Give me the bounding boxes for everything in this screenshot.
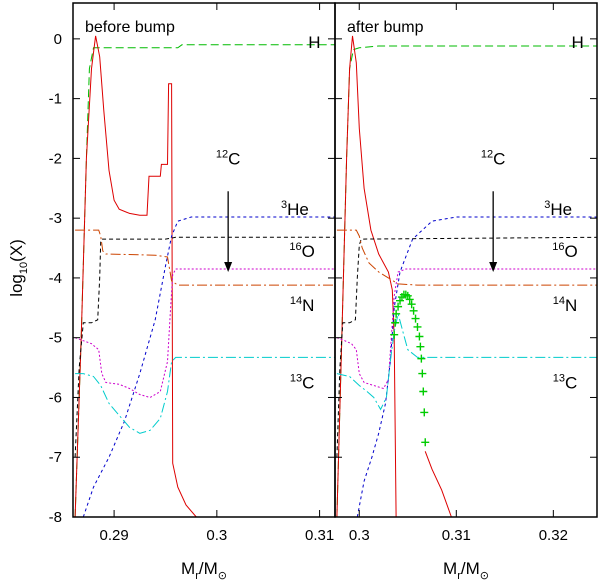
series-3he-line <box>82 216 335 517</box>
x-tick-label: 0.3 <box>206 527 227 544</box>
bump-point <box>417 354 426 363</box>
x-tick-label: 0.31 <box>305 527 334 544</box>
label-12c: 12C <box>481 148 506 168</box>
label-3he: 3He <box>544 199 572 219</box>
series-12c-line <box>336 35 397 517</box>
arrow-12c-head <box>489 261 498 272</box>
series-16o-line <box>336 236 597 458</box>
label-h: H <box>571 33 583 52</box>
bump-point <box>411 314 420 323</box>
panel-frame <box>334 2 598 518</box>
x-axis-label: Mr/M⊙ <box>181 559 227 581</box>
x-tick-label: 0.32 <box>539 527 568 544</box>
bump-point <box>420 408 429 417</box>
series-16o-line <box>74 236 335 458</box>
y-axis: 0 -1 -2 -3 -4 -5 -6 -7 -8 <box>49 31 597 526</box>
y-tick-label: -3 <box>49 210 62 227</box>
series-h-line <box>74 44 335 517</box>
series-bump <box>390 290 430 447</box>
bump-point <box>396 296 405 305</box>
label-16o: 16O <box>289 241 314 261</box>
series-3he-line <box>356 216 597 517</box>
panel-title: before bump <box>85 19 175 36</box>
bump-point <box>403 291 412 300</box>
series-14n-line <box>75 229 335 286</box>
label-13c: 13C <box>290 373 315 393</box>
y-tick-label: -5 <box>49 330 62 347</box>
panel-title: after bump <box>347 19 424 36</box>
y-tick-label: -2 <box>49 150 62 167</box>
series-inner-pink-line <box>74 268 335 399</box>
bump-point <box>392 309 401 318</box>
bump-point <box>407 300 416 309</box>
label-12c: 12C <box>216 148 241 168</box>
bump-point <box>405 295 414 304</box>
arrow-12c-head <box>224 261 233 272</box>
y-tick-label: -7 <box>49 449 62 466</box>
y-tick-label: 0 <box>54 31 62 48</box>
bump-point <box>390 330 399 339</box>
y-tick-label: -8 <box>49 509 62 526</box>
label-14n: 14N <box>290 295 315 315</box>
x-axis-label: Mr/M⊙ <box>443 559 489 581</box>
y-axis-label: log10(X) <box>7 239 30 297</box>
bump-point <box>419 387 428 396</box>
label-h: H <box>308 33 320 52</box>
bump-point <box>409 306 418 315</box>
panel-frame <box>72 2 336 518</box>
bump-point <box>391 318 400 327</box>
bump-point <box>421 438 430 447</box>
label-16o: 16O <box>552 241 577 261</box>
series-13c-line <box>336 313 597 411</box>
label-13c: 13C <box>553 373 578 393</box>
y-tick-label: -6 <box>49 389 62 406</box>
series-12c-line <box>74 35 197 517</box>
bump-point <box>416 342 425 351</box>
y-tick-label: -4 <box>49 270 62 287</box>
bump-point <box>401 290 410 299</box>
panel-after-bump: after bump 0.3 0.31 0.32 H 3He 16O 14N 13C 12C <box>334 2 598 544</box>
bump-point <box>394 302 403 311</box>
x-tick-label: 0.29 <box>99 527 128 544</box>
x-tick-label: 0.31 <box>442 527 471 544</box>
bump-point <box>418 369 427 378</box>
bump-point <box>413 322 422 331</box>
label-14n: 14N <box>553 295 578 315</box>
label-3he: 3He <box>281 199 309 219</box>
panel-before-bump: before bump 0.29 0.3 0.31 H 3He 16O 14N 13C 12C <box>72 2 336 544</box>
x-tick-label: 0.3 <box>349 527 370 544</box>
series-12c-tail-line <box>424 451 452 517</box>
series-inner-pink-line <box>336 268 597 390</box>
series-13c-line <box>75 356 335 434</box>
y-tick-label: -1 <box>49 91 62 108</box>
series-h-line <box>336 45 597 517</box>
bump-point <box>415 332 424 341</box>
series-14n-line <box>336 229 597 286</box>
